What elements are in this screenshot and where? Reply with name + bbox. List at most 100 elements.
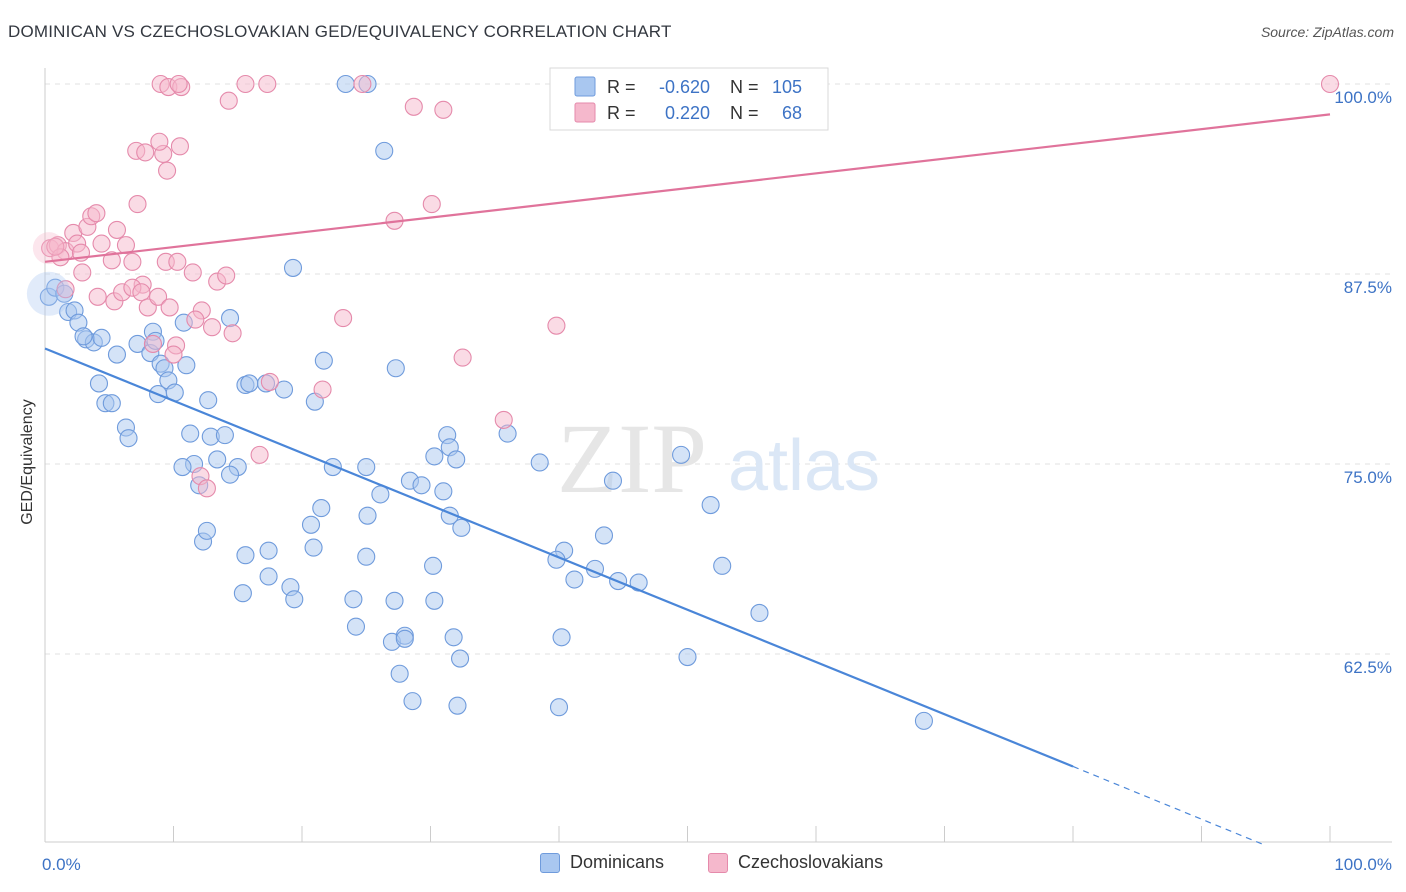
point-dominicans-94 xyxy=(701,495,720,515)
point-czechoslovakians-41 xyxy=(250,445,269,464)
point-dominicans-32 xyxy=(173,457,192,477)
point-dominicans-84 xyxy=(530,453,549,472)
point-dominicans-78 xyxy=(375,141,394,160)
point-dominicans-89 xyxy=(594,526,614,545)
point-dominicans-48 xyxy=(233,584,252,603)
point-dominicans-47 xyxy=(259,541,278,560)
point-dominicans-72 xyxy=(444,628,463,647)
legend-n-value-pink: 68 xyxy=(782,103,802,123)
point-dominicans-71 xyxy=(395,629,414,648)
point-czechoslovakians-65 xyxy=(434,100,453,119)
point-dominicans-76 xyxy=(336,74,355,94)
point-czechoslovakians-47 xyxy=(547,316,566,335)
point-cluster-czechoslovakians xyxy=(32,232,65,265)
point-cluster-dominicans xyxy=(26,271,71,316)
point-czechoslovakians-44 xyxy=(334,309,353,328)
legend-n-value-blue: 105 xyxy=(772,77,802,97)
point-czechoslovakians-29 xyxy=(183,263,202,282)
trend-lines xyxy=(44,113,1331,847)
point-dominicans-79 xyxy=(386,359,405,378)
point-dominicans-31 xyxy=(215,426,234,445)
point-dominicans-45 xyxy=(197,521,216,540)
point-dominicans-42 xyxy=(283,258,303,277)
point-czechoslovakians-33 xyxy=(223,324,242,343)
point-czechoslovakians-36 xyxy=(143,334,162,353)
point-dominicans-75 xyxy=(448,696,467,715)
point-czechoslovakians-10 xyxy=(102,251,121,270)
legend-swatch-pink xyxy=(574,102,596,123)
point-dominicans-40 xyxy=(274,380,294,399)
axes xyxy=(44,68,1392,843)
point-czechoslovakians-13 xyxy=(123,252,142,271)
point-dominicans-55 xyxy=(357,457,376,477)
point-dominicans-90 xyxy=(603,471,623,490)
point-czechoslovakians-60 xyxy=(219,91,238,110)
point-czechoslovakians-14 xyxy=(128,195,147,214)
point-dominicans-51 xyxy=(285,590,304,609)
point-czechoslovakians-23 xyxy=(132,283,151,302)
point-dominicans-81 xyxy=(425,447,444,466)
point-czechoslovakians-18 xyxy=(73,263,92,282)
trend-line-dominicans-extension xyxy=(1072,765,1266,847)
point-czechoslovakians-46 xyxy=(494,410,513,429)
point-czechoslovakians-19 xyxy=(88,287,107,306)
point-czechoslovakians-61 xyxy=(236,74,255,94)
point-czechoslovakians-17 xyxy=(56,280,75,299)
point-czechoslovakians-59 xyxy=(169,74,188,94)
point-dominicans-95 xyxy=(713,556,732,575)
legend-item-czechoslovakians[interactable]: Czechoslovakians xyxy=(708,852,883,873)
legend-r-label-blue: R = xyxy=(607,77,636,97)
point-czechoslovakians-45 xyxy=(453,348,472,367)
point-czechoslovakians-63 xyxy=(353,74,372,94)
legend-swatch-dominicans xyxy=(540,852,560,873)
y-axis-title: GED/Equivalency xyxy=(19,399,36,524)
point-dominicans-97 xyxy=(750,603,769,623)
legend-bottom: Dominicans Czechoslovakians xyxy=(0,852,1406,878)
chart-title: DOMINICAN VS CZECHOSLOVAKIAN GED/EQUIVAL… xyxy=(8,22,672,41)
point-dominicans-62 xyxy=(346,617,366,636)
point-czechoslovakians-64 xyxy=(404,97,423,116)
point-czechoslovakians-40 xyxy=(197,479,216,498)
point-dominicans-9 xyxy=(107,345,127,364)
point-czechoslovakians-38 xyxy=(164,345,183,364)
source-label: Source: ZipAtlas.com xyxy=(1260,24,1394,40)
point-dominicans-38 xyxy=(240,374,259,393)
x-tick-label-1: 100.0% xyxy=(1334,855,1392,874)
point-dominicans-53 xyxy=(301,515,321,534)
legend-n-label-blue: N = xyxy=(730,77,759,97)
legend-item-dominicans[interactable]: Dominicans xyxy=(540,852,664,873)
point-dominicans-35 xyxy=(220,465,240,484)
legend-n-label-pink: N = xyxy=(730,103,759,123)
point-dominicans-96 xyxy=(678,647,697,667)
point-dominicans-10 xyxy=(74,327,93,346)
trend-line-czechoslovakians xyxy=(44,113,1331,263)
point-dominicans-60 xyxy=(344,590,363,609)
point-dominicans-99 xyxy=(549,698,569,717)
point-czechoslovakians-28 xyxy=(168,252,187,271)
point-dominicans-49 xyxy=(259,567,278,586)
point-czechoslovakians-62 xyxy=(258,74,277,94)
point-czechoslovakians-35 xyxy=(203,318,222,337)
point-dominicans-54 xyxy=(304,538,323,557)
x-tick-label-0: 0.0% xyxy=(42,855,81,874)
point-dominicans-13 xyxy=(102,394,121,413)
point-dominicans-52 xyxy=(312,499,331,518)
point-dominicans-87 xyxy=(565,570,584,589)
point-dominicans-93 xyxy=(672,445,691,464)
point-czechoslovakians-9 xyxy=(92,234,111,253)
y-tick-label-0: 62.5% xyxy=(1344,658,1392,677)
point-czechoslovakians-8 xyxy=(87,204,106,223)
axis-labels: 62.5% 75.0% 87.5% 100.0% 0.0% 100.0% xyxy=(42,88,1392,874)
point-czechoslovakians-50 xyxy=(170,137,189,156)
trend-line-dominicans xyxy=(44,347,1074,768)
point-dominicans-74 xyxy=(403,692,422,711)
point-dominicans-43 xyxy=(314,351,333,370)
point-dominicans-102 xyxy=(447,450,466,469)
legend-r-value-pink: 0.220 xyxy=(665,103,710,123)
point-dominicans-28 xyxy=(181,424,200,443)
point-dominicans-26 xyxy=(177,356,196,375)
point-dominicans-70 xyxy=(425,591,444,610)
point-czechoslovakians-34 xyxy=(186,310,205,329)
watermark: ZIP atlas xyxy=(557,403,880,514)
point-czechoslovakians-52 xyxy=(158,161,177,180)
